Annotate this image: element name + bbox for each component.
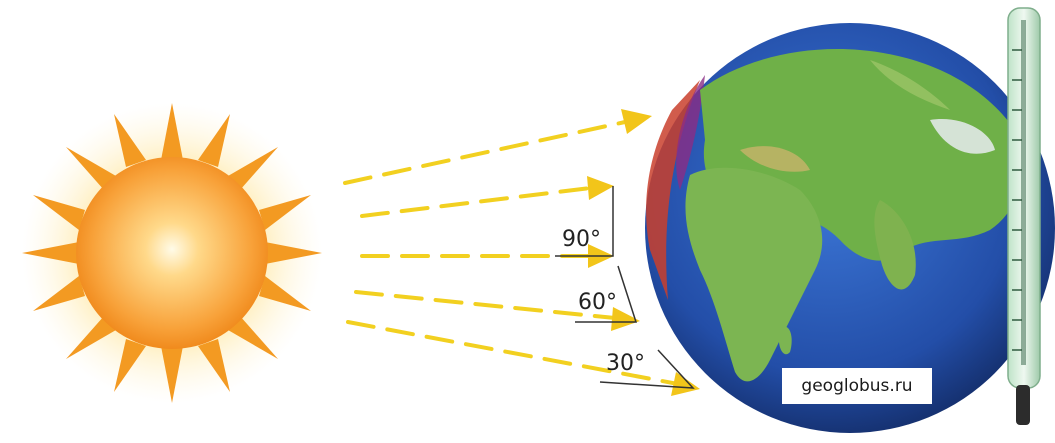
ray-2-arrowhead [587,176,614,200]
ray-2 [360,186,592,218]
sun-icon [22,103,322,403]
earth-globe-icon [645,23,1055,433]
ray-4-arrowhead [611,307,640,331]
angle-30-marker [599,349,695,389]
ray-1-arrowhead [621,109,652,134]
angle-label-30: 30° [606,351,645,376]
angle-60-marker [575,265,638,323]
angle-label-60: 60° [578,290,617,315]
angle-label-90: 90° [562,227,601,252]
angle-markers [555,186,695,389]
watermark-text: geoglobus.ru [801,376,913,396]
ray-arrowheads [587,109,700,396]
sun-rays [343,120,680,386]
watermark-label: geoglobus.ru [782,368,932,404]
ray-5 [346,320,680,386]
thermometer-icon [1007,7,1041,425]
ray-5-arrowhead [671,372,700,396]
angle-90-marker [555,186,614,257]
ray-1 [343,120,627,185]
ray-4 [354,290,617,320]
